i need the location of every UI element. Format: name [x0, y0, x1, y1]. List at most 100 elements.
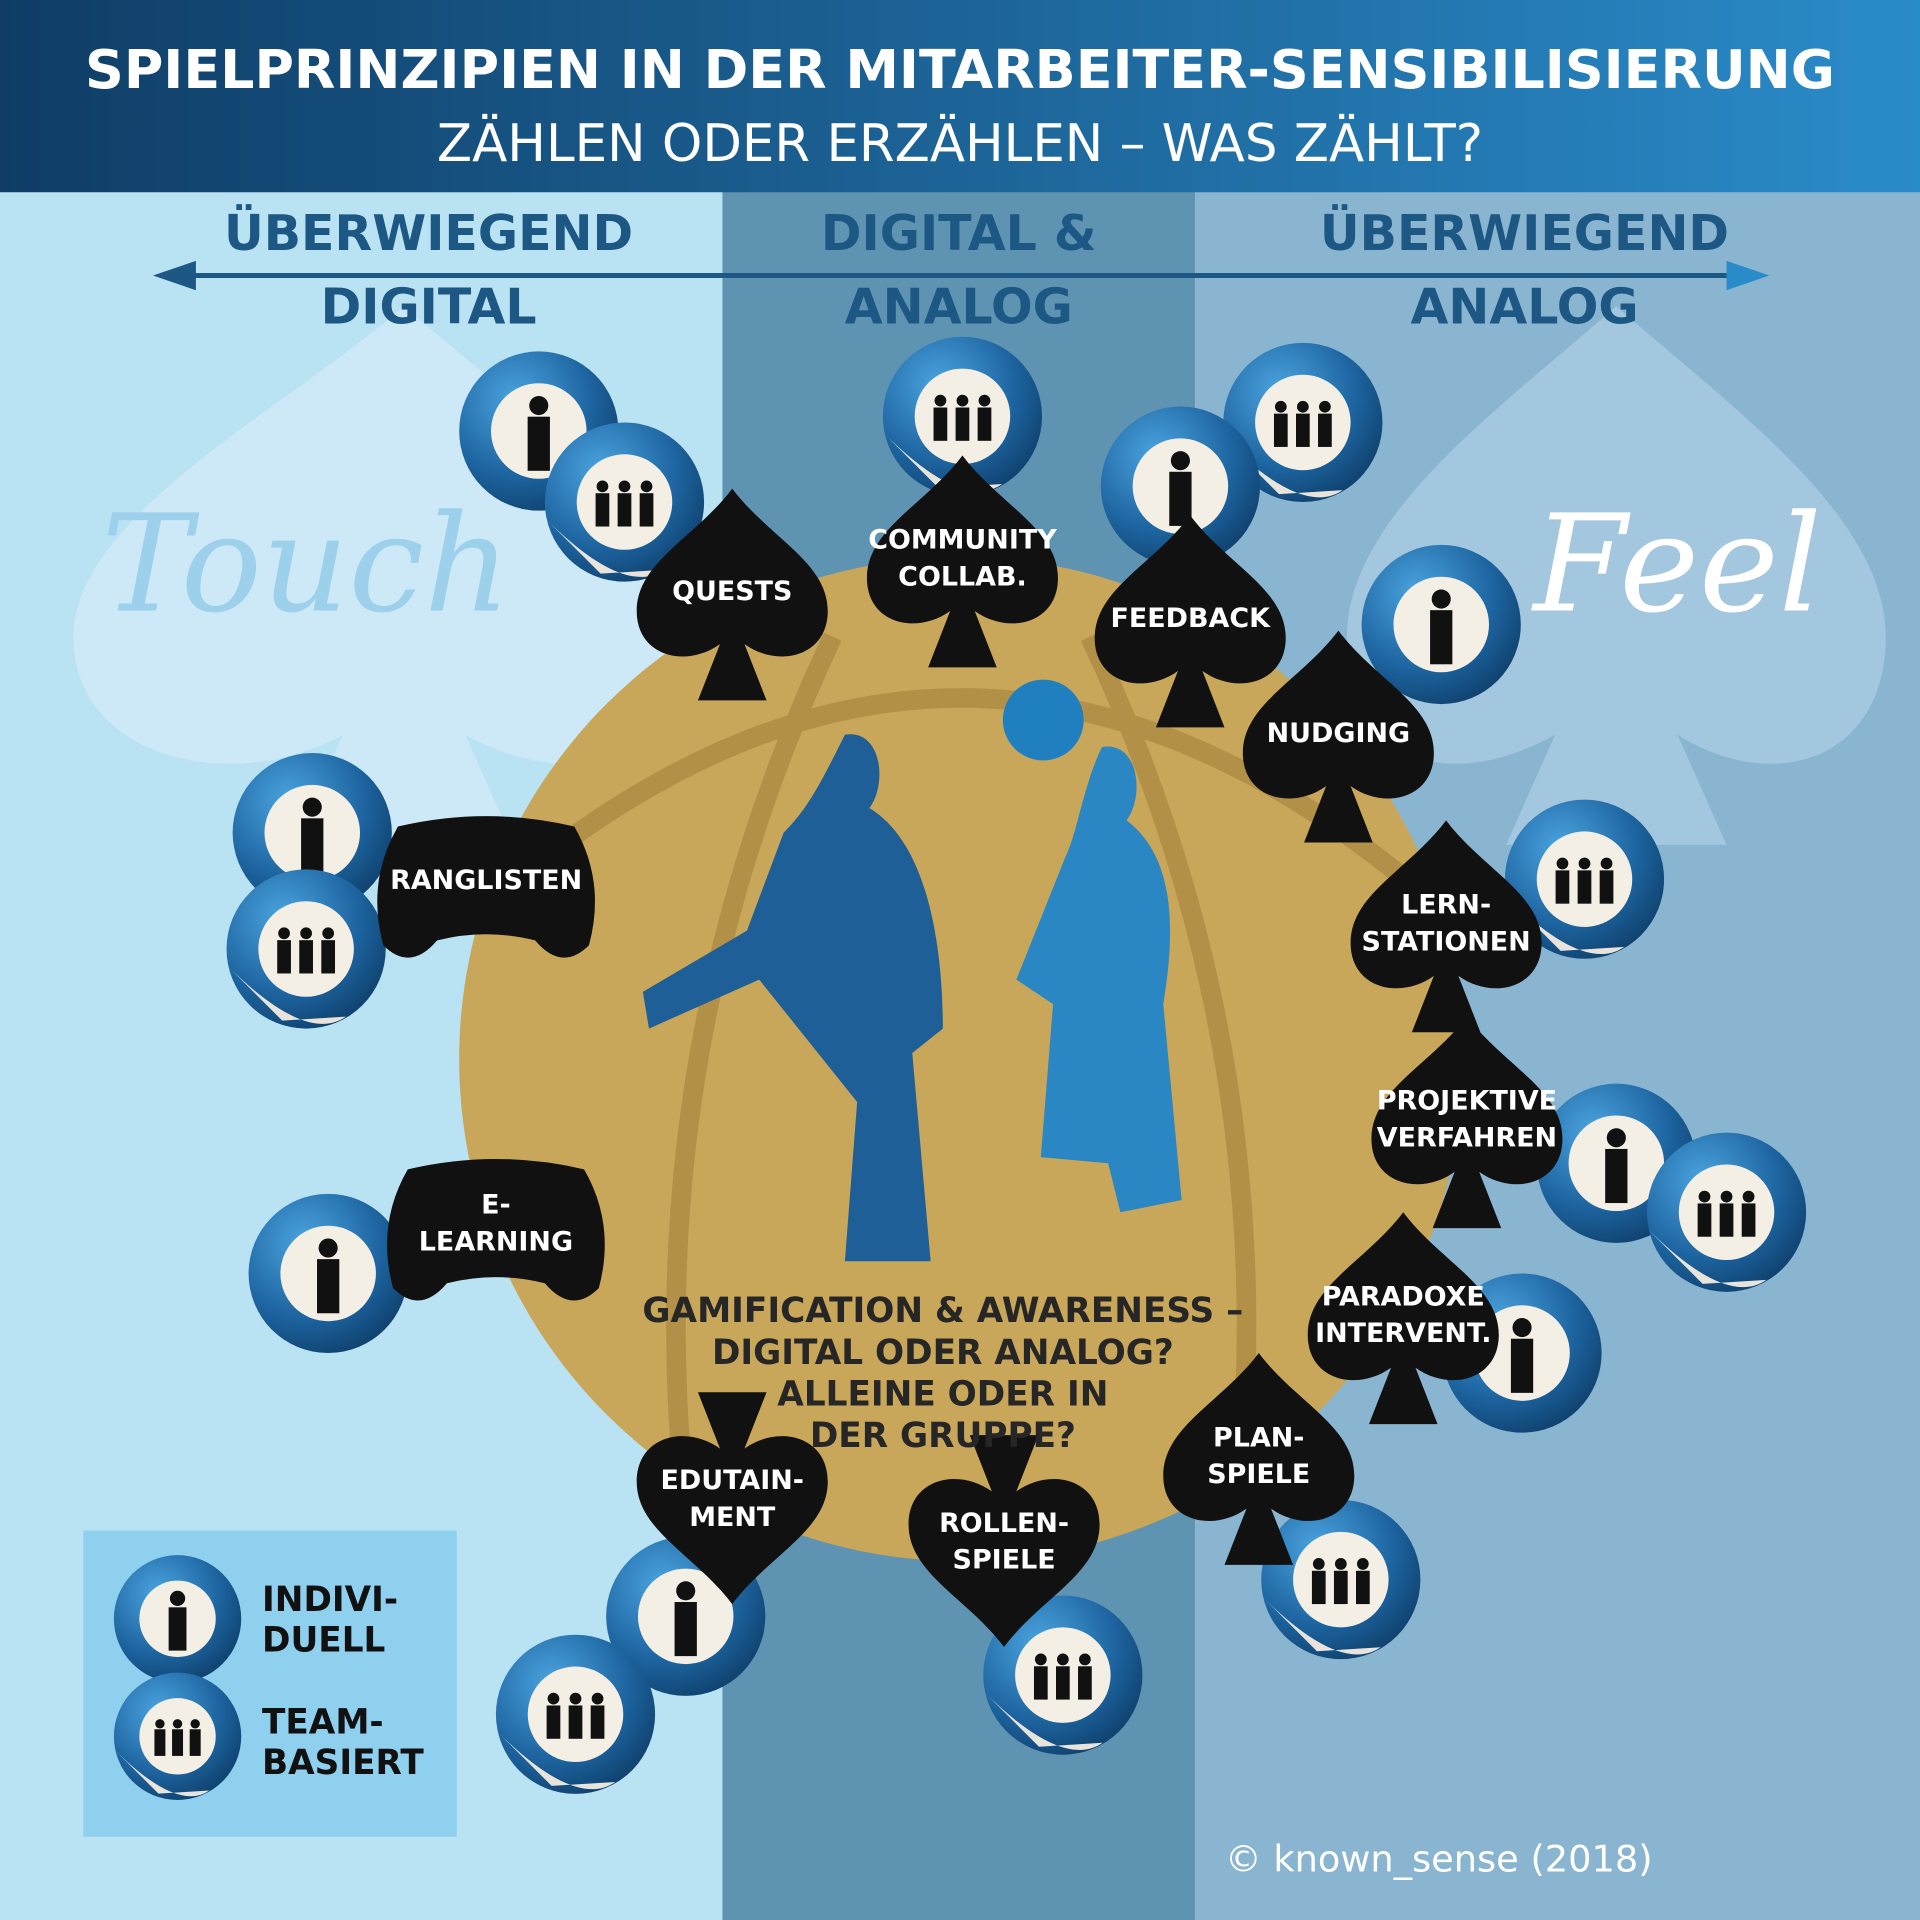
spade	[908, 1435, 1100, 1647]
figure-head	[155, 1719, 165, 1729]
label-line: QUESTS	[672, 576, 792, 607]
badge-individual	[1100, 406, 1260, 566]
label-line: PARADOXE	[1322, 1281, 1485, 1312]
spade	[1094, 515, 1286, 728]
label-line: ROLLEN-	[939, 1508, 1069, 1539]
spade	[1242, 630, 1434, 843]
figure-head	[172, 1719, 183, 1729]
figure-body	[933, 407, 948, 441]
figure-head	[1742, 1190, 1755, 1203]
badge-stripe	[226, 964, 346, 1024]
figure-body	[1318, 413, 1332, 447]
figure-head	[596, 480, 609, 493]
figure-head	[1079, 1653, 1091, 1666]
figure-head	[934, 394, 947, 407]
spade	[1350, 820, 1542, 1033]
label-line: NUDGING	[1267, 718, 1410, 749]
game-element: PARADOXE INTERVENT.	[1307, 1212, 1499, 1425]
figure-body	[1577, 870, 1592, 904]
label-line: SPIELE	[1207, 1459, 1310, 1490]
label-line: ANALOG	[845, 278, 1073, 335]
badge-team	[983, 1595, 1143, 1755]
label-line: INTERVENT.	[1315, 1318, 1491, 1349]
label-line: ÜBERWIEGEND	[224, 203, 633, 262]
badge-stripe	[882, 432, 1003, 492]
label-line: ANALOG	[1410, 278, 1638, 335]
figure-body	[172, 1729, 184, 1756]
badge-team	[1223, 342, 1383, 503]
figure-body	[1311, 1570, 1326, 1605]
watermark-text: Touch	[101, 486, 510, 643]
figure-head	[676, 1581, 696, 1601]
figure-head	[190, 1719, 200, 1729]
figure-body	[590, 1705, 605, 1739]
arrow-head	[153, 260, 196, 291]
figure-body	[1273, 413, 1288, 447]
figure-head	[1170, 451, 1190, 471]
figure-head	[618, 480, 631, 493]
badge-stripe	[1223, 438, 1343, 498]
game-element: EDUTAIN- MENT	[636, 1392, 828, 1605]
label-line: DIGITAL &	[821, 205, 1097, 262]
figure-head	[547, 1692, 560, 1705]
label-line: PROJEKTIVE	[1377, 1086, 1557, 1117]
badge-team	[544, 422, 705, 582]
game-element: COMMUNITY COLLAB.	[866, 455, 1058, 668]
label-line: DUELL	[262, 1621, 385, 1661]
header-bar	[0, 0, 1920, 193]
badge-individual	[1361, 544, 1521, 705]
figure-head	[1056, 1653, 1069, 1666]
badge-individual	[248, 1193, 408, 1354]
label-line: DER GRUPPE?	[810, 1416, 1076, 1456]
figure-head	[300, 927, 312, 940]
figure-head	[956, 394, 969, 407]
label-line: E-	[481, 1190, 511, 1221]
label-line: BASIERT	[262, 1743, 424, 1783]
label-line: DIGITAL ODER ANALOG?	[712, 1333, 1174, 1373]
figure-body	[527, 416, 550, 471]
game-element: QUESTS	[636, 488, 828, 701]
spade	[1307, 1212, 1499, 1425]
label-line: VERFAHREN	[1377, 1122, 1557, 1153]
figure-head	[1512, 1318, 1532, 1338]
figure-head	[169, 1590, 186, 1607]
figure-head	[1356, 1558, 1369, 1570]
figure-head	[569, 1692, 582, 1705]
figure-head	[1720, 1190, 1733, 1203]
figure-body	[1033, 1666, 1048, 1700]
figure-body	[1169, 471, 1192, 526]
badge-stripe	[495, 1730, 616, 1790]
label-line: COLLAB.	[898, 561, 1027, 592]
figure-head	[1312, 1558, 1325, 1570]
label-line: ÜBERWIEGEND	[1320, 203, 1729, 262]
figure-head	[278, 927, 290, 940]
figure-body	[168, 1607, 187, 1651]
game-element: FEEDBACK	[1094, 515, 1286, 728]
figure-head	[1274, 400, 1287, 413]
figure-head	[302, 797, 322, 817]
badge-stripe	[1504, 895, 1625, 955]
figure-body	[977, 407, 992, 441]
game-element: RANGLISTEN	[377, 816, 595, 958]
figure-body	[1555, 870, 1570, 904]
figure-body	[568, 1705, 583, 1739]
figure-body	[1510, 1338, 1534, 1393]
figure-head	[978, 394, 991, 407]
basketball	[459, 557, 1464, 1562]
game-element: E- LEARNING	[387, 1158, 605, 1301]
figure-body	[321, 940, 336, 974]
figure-body	[639, 493, 654, 527]
controller	[387, 1158, 605, 1301]
game-element: PLAN- SPIELE	[1163, 1353, 1355, 1565]
figure-body	[277, 940, 291, 974]
figure-body	[1697, 1203, 1712, 1237]
figure-body	[1078, 1666, 1092, 1700]
figure-body	[1056, 1666, 1070, 1700]
figure-head	[1431, 589, 1451, 609]
badge-team	[882, 336, 1043, 496]
ball	[1002, 679, 1084, 761]
label-line: DIGITAL	[321, 278, 537, 335]
badge-team	[1261, 1500, 1421, 1660]
game-element: ROLLEN- SPIELE	[908, 1435, 1100, 1647]
